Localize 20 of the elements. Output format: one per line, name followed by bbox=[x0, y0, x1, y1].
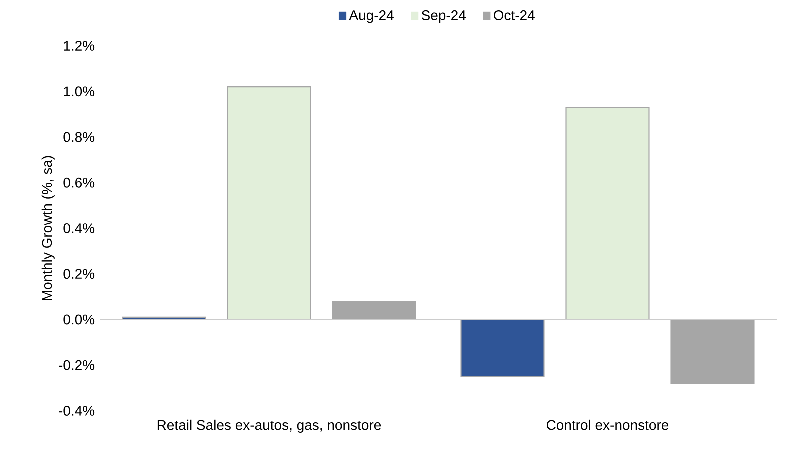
y-tick-label: 1.0% bbox=[64, 86, 95, 97]
bar bbox=[332, 300, 416, 320]
x-tick-label: Control ex-nonstore bbox=[546, 420, 669, 430]
y-tick-label: 0.8% bbox=[64, 132, 95, 142]
bar bbox=[227, 86, 312, 320]
y-tick-label: 0.0% bbox=[64, 314, 95, 325]
legend-label: Oct-24 bbox=[494, 10, 535, 20]
y-axis-title: Monthly Growth (%, sa) bbox=[42, 156, 55, 300]
y-tick-label: -0.2% bbox=[59, 360, 95, 370]
bar bbox=[460, 319, 545, 378]
y-tick-label: 0.2% bbox=[64, 269, 95, 280]
y-tick-label: 0.6% bbox=[64, 178, 95, 188]
x-tick-label: Retail Sales ex-autos, gas, nonstore bbox=[158, 420, 382, 433]
legend-label: Aug-24 bbox=[349, 10, 394, 24]
y-tick-label: -0.4% bbox=[59, 406, 95, 416]
bar bbox=[670, 319, 755, 384]
legend-label: Sep-24 bbox=[422, 10, 466, 24]
y-tick-label: 0.4% bbox=[64, 224, 95, 234]
bar bbox=[566, 107, 650, 320]
y-tick-label: 1.2% bbox=[64, 41, 95, 51]
